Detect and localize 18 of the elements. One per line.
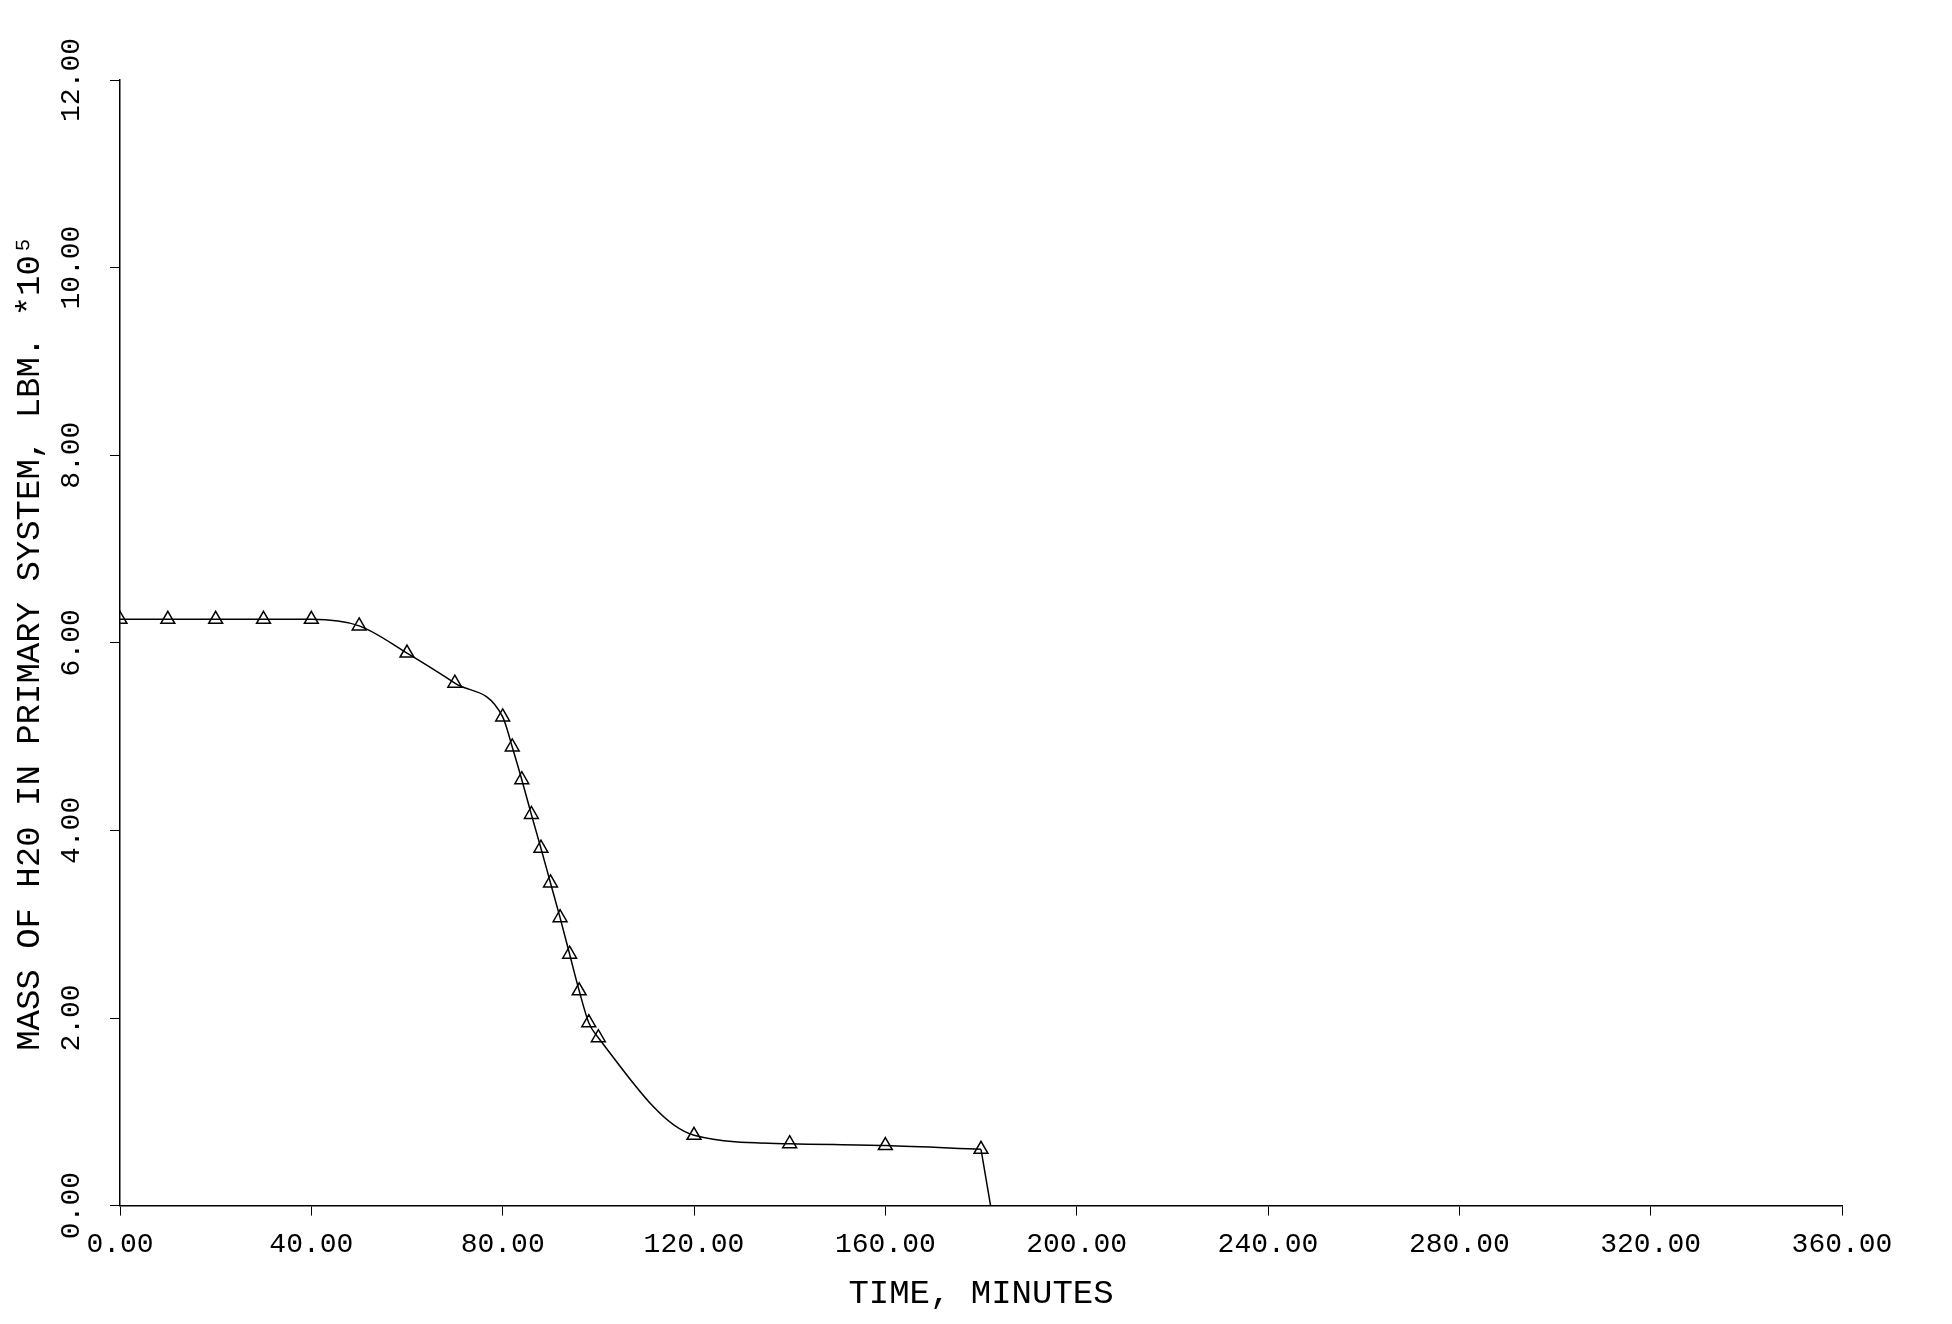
y-tick-label: 10.00	[56, 225, 88, 310]
x-tick-label: 120.00	[643, 1228, 745, 1260]
x-tick-label: 80.00	[460, 1228, 545, 1260]
x-axis-title: TIME, MINUTES	[848, 1274, 1114, 1313]
x-tick-label: 240.00	[1217, 1228, 1319, 1260]
x-tick-label: 160.00	[834, 1228, 936, 1260]
x-tick-label: 320.00	[1600, 1228, 1702, 1260]
y-tick-label: 2.00	[56, 984, 88, 1052]
x-tick-label: 40.00	[269, 1228, 354, 1260]
y-tick-label: 8.00	[56, 421, 88, 489]
x-tick-label: 280.00	[1408, 1228, 1510, 1260]
y-tick-label: 6.00	[56, 609, 88, 677]
x-tick-label: 0.00	[86, 1228, 154, 1260]
y-tick-label: 12.00	[56, 37, 88, 123]
y-tick-label: 4.00	[56, 796, 88, 865]
x-tick-label: 200.00	[1026, 1228, 1128, 1260]
x-tick-label: 360.00	[1791, 1228, 1893, 1260]
y-axis-title: MASS OF H20 IN PRIMARY SYSTEM, LBM. *10⁵	[11, 234, 50, 1051]
